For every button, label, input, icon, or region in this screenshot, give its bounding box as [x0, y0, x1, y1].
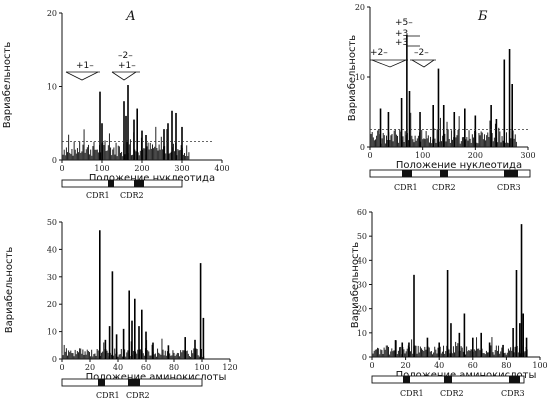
cdr-block [403, 376, 410, 383]
y-tick-label: 30 [357, 281, 367, 290]
frameshift-annotation: +3 [395, 29, 408, 39]
cdr-block [108, 180, 114, 187]
cdr-label: CDR1 [400, 389, 424, 398]
x-tick-label: 60 [141, 363, 151, 372]
x-tick-label: 0 [59, 363, 64, 372]
panel-label: А [125, 9, 136, 24]
x-tick-label: 40 [113, 363, 123, 372]
x-tick-label: 400 [214, 164, 229, 173]
cdr-block [134, 180, 144, 187]
y-axis-label: Вариабельность [350, 242, 361, 329]
cdr-block [128, 379, 140, 386]
cdr-block [98, 379, 105, 386]
x-tick-label: 40 [434, 361, 444, 370]
y-tick-label: 10 [47, 328, 57, 337]
cdr-block [440, 170, 448, 177]
y-tick-label: 0 [52, 156, 57, 165]
x-tick-label: 80 [169, 363, 179, 372]
y-tick-label: 20 [47, 300, 57, 309]
cdr-label: CDR1 [394, 183, 418, 192]
x-axis-label: Положение аминокислоты [86, 372, 227, 383]
y-axis-label: Вариабельность [2, 42, 13, 129]
x-tick-label: 100 [532, 361, 547, 370]
cdr-block [504, 170, 518, 177]
y-tick-label: 30 [47, 273, 57, 282]
y-tick-label: 20 [47, 9, 57, 18]
x-axis-label: Положение нуклеотида [89, 173, 215, 184]
cdr-block [509, 376, 520, 383]
y-tick-label: 10 [357, 329, 367, 338]
cdr-label: CDR3 [501, 389, 525, 398]
cdr-label: CDR2 [440, 389, 464, 398]
panel-label: Б [477, 9, 488, 24]
x-tick-label: 100 [194, 363, 209, 372]
chart-B-bottom: 0 10 20 30 40 50 60 0 20 40 60 80 100 Вариабельность П… [350, 208, 548, 398]
y-tick-label: 0 [360, 143, 365, 152]
y-tick-label: 0 [362, 353, 367, 362]
frameshift-annotation: +3 [395, 38, 408, 48]
x-tick-label: 120 [222, 363, 237, 372]
x-tick-label: 100 [415, 151, 430, 160]
annotation-arrow [65, 71, 99, 81]
annotation-arrow [111, 71, 137, 81]
y-axis-label: Вариабельность [347, 35, 358, 122]
x-tick-label: 300 [174, 164, 189, 173]
annotation-arrow [411, 59, 435, 68]
annotation-arrow [371, 59, 407, 68]
x-tick-label: 80 [501, 361, 511, 370]
cdr-block [444, 376, 452, 383]
y-tick-label: 10 [355, 73, 365, 82]
x-tick-label: 0 [59, 164, 64, 173]
x-tick-label: 300 [520, 151, 535, 160]
y-tick-label: 50 [47, 218, 57, 227]
x-tick-label: 0 [367, 151, 372, 160]
cdr-label: CDR2 [120, 191, 144, 200]
cdr-label: CDR3 [497, 183, 521, 192]
frameshift-annotation: –2– [118, 51, 133, 61]
x-tick-label: 200 [134, 164, 149, 173]
y-tick-label: 20 [355, 3, 365, 12]
frameshift-annotation: +1– [76, 61, 94, 71]
x-tick-label: 0 [369, 361, 374, 370]
domain-bar [369, 169, 531, 178]
y-axis-label: Вариабельность [4, 247, 15, 334]
x-tick-label: 20 [401, 361, 411, 370]
y-tick-label: 50 [357, 232, 367, 241]
y-tick-label: 20 [357, 305, 367, 314]
x-tick-label: 60 [468, 361, 478, 370]
x-axis-label: Положение нуклеотида [396, 160, 522, 171]
y-tick-label: 60 [357, 208, 367, 217]
y-tick-label: 10 [47, 83, 57, 92]
y-tick-label: 0 [52, 355, 57, 364]
cdr-block [402, 170, 412, 177]
frameshift-annotation: +5– [395, 18, 413, 28]
x-tick-label: 200 [468, 151, 483, 160]
cdr-label: CDR1 [96, 391, 120, 400]
chart-A-bottom: 0 10 20 30 40 50 0 20 40 60 80 100 120 Вариабельность… [4, 218, 238, 400]
frameshift-annotation: +2– [370, 48, 388, 58]
x-axis-label: Положение аминокислоты [396, 370, 537, 381]
cdr-label: CDR2 [432, 183, 456, 192]
x-tick-label: 100 [94, 164, 109, 173]
y-tick-label: 40 [47, 245, 57, 254]
frameshift-annotation: +1– [118, 61, 136, 71]
cdr-label: CDR1 [86, 191, 110, 200]
x-tick-label: 20 [85, 363, 95, 372]
domain-bar [61, 179, 183, 188]
frameshift-annotation: –2– [414, 48, 429, 58]
y-tick-label: 40 [357, 256, 367, 265]
cdr-label: CDR2 [126, 391, 150, 400]
